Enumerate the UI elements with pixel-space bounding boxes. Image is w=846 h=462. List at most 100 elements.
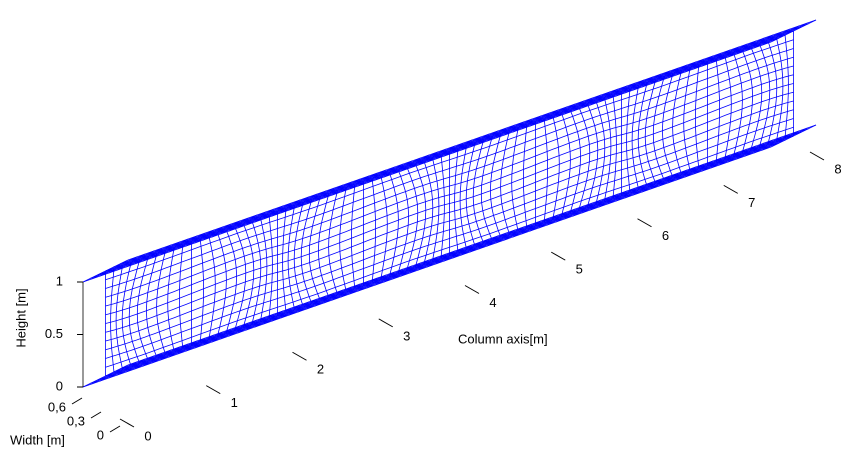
web-line xyxy=(105,65,794,307)
web-line xyxy=(694,63,700,170)
flange-line xyxy=(120,23,809,265)
web-line xyxy=(251,219,262,326)
x-tick-label: 7 xyxy=(748,195,755,210)
web-line xyxy=(626,87,631,194)
web-line xyxy=(543,117,549,224)
mesh xyxy=(82,19,817,388)
x-tick xyxy=(292,351,307,361)
web-line xyxy=(586,102,599,209)
web-line xyxy=(268,213,273,320)
web-line xyxy=(225,228,238,335)
web-line xyxy=(500,129,511,236)
web-line xyxy=(784,33,789,140)
x-tick xyxy=(119,418,135,428)
web-line xyxy=(414,162,427,269)
web-line xyxy=(440,153,445,260)
flange-line xyxy=(127,124,817,366)
flange-line xyxy=(97,34,787,276)
web-line xyxy=(178,243,184,350)
flange-line xyxy=(105,30,794,272)
web-line xyxy=(715,57,721,164)
web-line xyxy=(105,118,794,359)
web-line xyxy=(758,42,771,149)
web-line xyxy=(522,123,528,230)
y-tick-label: 0,6 xyxy=(48,399,66,414)
web-line xyxy=(105,100,794,342)
web-line xyxy=(595,99,606,206)
web-line xyxy=(472,138,485,245)
web-line xyxy=(637,81,648,188)
web-line xyxy=(569,108,582,215)
y-axis-label: Width [m] xyxy=(10,432,65,447)
x-tick-label: 0 xyxy=(144,428,151,443)
flange-line xyxy=(112,131,802,373)
web-line xyxy=(489,132,502,239)
web-line xyxy=(105,83,794,324)
web-line xyxy=(454,147,459,254)
web-line xyxy=(293,201,304,308)
y-tick-label: 0,3 xyxy=(67,413,85,428)
web-line xyxy=(105,135,794,377)
web-line xyxy=(156,249,167,356)
y-tick xyxy=(90,411,102,419)
x-tick-label: 3 xyxy=(403,328,410,343)
web-line xyxy=(300,198,313,305)
web-line xyxy=(145,252,158,359)
web-line xyxy=(465,141,476,248)
web-line xyxy=(110,267,115,374)
x-tick-label: 2 xyxy=(317,362,324,377)
x-tick xyxy=(206,385,221,395)
x-tick xyxy=(378,318,393,328)
flange-line xyxy=(90,37,779,279)
web-line xyxy=(767,39,778,146)
web-line xyxy=(371,177,377,284)
x-tick-label: 4 xyxy=(489,295,496,310)
web-line xyxy=(199,237,205,344)
y-tick xyxy=(71,397,83,405)
web-line xyxy=(350,183,356,290)
web-line xyxy=(242,222,255,329)
web-line xyxy=(612,93,617,200)
flange-line xyxy=(82,41,772,283)
z-tick-label: 1 xyxy=(56,273,63,288)
web-line xyxy=(105,48,794,289)
web-line xyxy=(388,171,399,278)
web-line xyxy=(105,109,794,351)
flange-line xyxy=(97,139,787,381)
web-line xyxy=(661,72,674,179)
web-line xyxy=(732,51,743,158)
web-line xyxy=(282,207,287,314)
y-tick xyxy=(109,425,121,433)
web-line xyxy=(105,39,794,281)
x-tick-label: 1 xyxy=(231,395,238,410)
x-tick xyxy=(464,285,480,294)
x-tick xyxy=(551,251,566,261)
web-line xyxy=(121,261,132,368)
flange-line xyxy=(90,142,779,384)
web-line xyxy=(397,168,410,275)
x-tick-label: 6 xyxy=(662,228,669,243)
web-line xyxy=(216,231,227,338)
x-tick-label: 5 xyxy=(576,262,583,277)
web-line xyxy=(105,74,794,316)
web-line xyxy=(128,258,141,365)
web-line xyxy=(741,48,754,155)
flange-line xyxy=(112,26,802,268)
flange-line xyxy=(82,146,772,388)
web-line xyxy=(105,126,794,368)
x-tick xyxy=(637,218,652,228)
web-line xyxy=(105,91,794,333)
web-line xyxy=(105,56,794,298)
x-axis-label: Column axis[m] xyxy=(458,331,548,346)
y-tick-label: 0 xyxy=(97,427,104,442)
x-tick-label: 8 xyxy=(834,161,841,176)
flange-line xyxy=(127,19,817,261)
x-tick xyxy=(809,151,825,161)
web-line xyxy=(644,78,657,185)
z-axis-label: Height [m] xyxy=(13,288,28,347)
web-line xyxy=(672,69,683,176)
z-tick-label: 0 xyxy=(56,378,63,393)
web-line xyxy=(560,111,571,218)
z-tick-label: 0.5 xyxy=(45,326,63,341)
